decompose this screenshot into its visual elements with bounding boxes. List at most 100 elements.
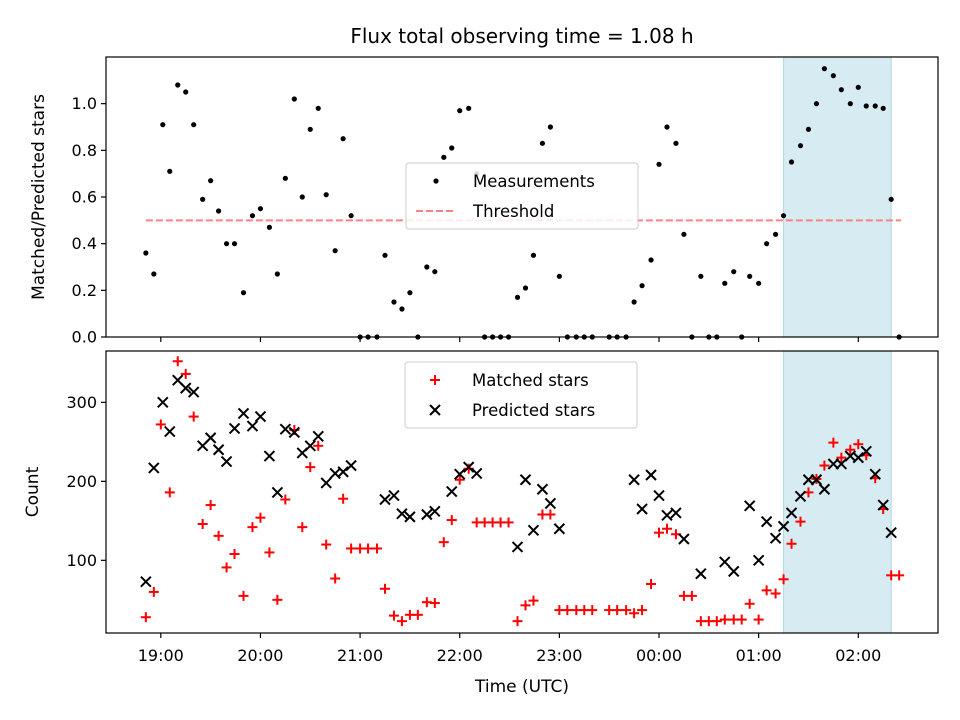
- data-point: [645, 469, 657, 481]
- data-point: [629, 608, 640, 619]
- series-measurements: [143, 66, 902, 340]
- data-point-b: [519, 474, 532, 486]
- data-point: [388, 489, 400, 502]
- data-point: [429, 505, 441, 518]
- data-point: [280, 494, 291, 505]
- data-point-b: [157, 396, 169, 409]
- data-point-b: [511, 541, 524, 553]
- data-point: [728, 565, 740, 578]
- y-tick-label: 300: [66, 393, 97, 412]
- data-point: [272, 594, 283, 605]
- y-tick-label: 0.6: [72, 188, 97, 207]
- legend-label: Threshold: [472, 202, 554, 221]
- data-point: [215, 208, 222, 214]
- data-point: [279, 423, 292, 435]
- data-point: [140, 612, 151, 623]
- data-point: [157, 396, 169, 409]
- data-point: [257, 206, 264, 212]
- data-point: [664, 124, 670, 130]
- data-point-b: [212, 444, 225, 456]
- data-point: [628, 474, 640, 486]
- data-point: [382, 252, 388, 258]
- data-point: [346, 543, 357, 554]
- data-point: [780, 213, 787, 219]
- legend-label: Predicted stars: [472, 401, 595, 420]
- data-point: [221, 562, 232, 573]
- data-point: [519, 474, 532, 486]
- data-point: [337, 466, 349, 478]
- y-tick-label: 0.0: [72, 328, 97, 347]
- data-point: [813, 101, 820, 107]
- data-point: [330, 573, 341, 584]
- data-point: [204, 432, 217, 444]
- x-tick-label: 21:00: [337, 646, 383, 665]
- data-point: [777, 520, 790, 533]
- legend-marker: [430, 375, 440, 385]
- data-point-b: [536, 483, 549, 495]
- data-point: [340, 136, 346, 142]
- data-point: [160, 122, 166, 128]
- data-point: [183, 89, 189, 95]
- data-point: [220, 455, 233, 468]
- data-point: [188, 411, 199, 422]
- data-point-b: [860, 445, 872, 458]
- data-point: [441, 154, 447, 160]
- data-point: [213, 530, 224, 541]
- data-point: [744, 598, 755, 609]
- data-point-b: [636, 503, 648, 515]
- data-point: [404, 511, 416, 523]
- data-point: [304, 440, 316, 452]
- data-point: [670, 507, 682, 519]
- data-point: [223, 241, 230, 247]
- data-point: [512, 616, 523, 627]
- data-point: [863, 103, 869, 109]
- data-point-b: [172, 374, 184, 386]
- data-point: [631, 299, 637, 305]
- data-point: [391, 299, 397, 305]
- data-point: [503, 517, 514, 528]
- data-point: [264, 547, 275, 558]
- data-point-b: [544, 497, 557, 510]
- data-point: [228, 422, 241, 435]
- x-tick-label: 23:00: [536, 646, 582, 665]
- data-point: [307, 126, 313, 132]
- data-point: [587, 605, 598, 616]
- data-point: [719, 556, 731, 568]
- data-point-b: [454, 468, 466, 480]
- data-point: [894, 570, 905, 581]
- data-point: [266, 224, 273, 230]
- data-point-b: [695, 568, 707, 580]
- data-point: [654, 527, 665, 538]
- data-point-b: [271, 486, 284, 499]
- data-point: [528, 595, 539, 606]
- y-axis-label: Matched/Predicted stars: [29, 94, 49, 300]
- data-point-b: [752, 554, 765, 567]
- data-point: [399, 306, 405, 312]
- data-point-b: [653, 489, 665, 502]
- data-point: [785, 507, 798, 519]
- data-point: [466, 105, 472, 111]
- data-point: [323, 192, 329, 198]
- data-point-b: [320, 477, 332, 489]
- data-point: [229, 549, 240, 560]
- data-point: [769, 532, 782, 544]
- data-point: [547, 124, 553, 130]
- data-point-b: [337, 466, 349, 478]
- data-point: [208, 178, 214, 184]
- data-point: [860, 445, 872, 458]
- data-point: [396, 508, 408, 520]
- y-tick-label: 1.0: [72, 94, 97, 113]
- data-point: [756, 280, 762, 286]
- data-point: [205, 500, 216, 511]
- data-point: [514, 294, 521, 300]
- legend-marker: [433, 178, 439, 184]
- data-point: [421, 508, 433, 521]
- legend-marker: [429, 404, 441, 416]
- data-point: [810, 474, 823, 486]
- data-point: [828, 437, 839, 448]
- data-point: [457, 108, 463, 114]
- data-point: [446, 515, 457, 526]
- data-point: [797, 143, 804, 149]
- data-point: [348, 213, 354, 219]
- data-point: [747, 273, 753, 279]
